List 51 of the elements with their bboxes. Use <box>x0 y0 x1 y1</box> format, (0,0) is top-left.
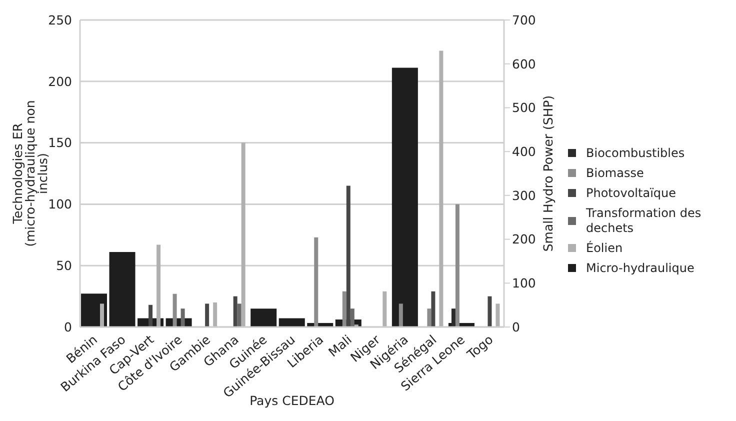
y2-axis-title: Small Hydro Power (SHP) <box>540 95 556 252</box>
bar <box>488 296 492 327</box>
bar <box>392 68 418 327</box>
bar <box>241 142 246 327</box>
bar <box>455 204 460 327</box>
bar <box>427 308 432 327</box>
bar <box>431 291 436 327</box>
y2-tick-label: 100 <box>512 276 536 291</box>
bar <box>250 308 277 327</box>
legend-label: Éolien <box>586 240 623 256</box>
y-tick-label: 150 <box>48 135 72 150</box>
y-axis-title: Technologies ER (micro-hydraulique non inclus) <box>10 100 50 247</box>
y2-tick-label: 400 <box>512 144 536 160</box>
legend-label: Transformation des dechets <box>586 206 702 236</box>
legend-label: Biocombustibles <box>586 146 685 160</box>
x-tick-label: Togo <box>463 332 496 362</box>
bar <box>172 294 177 327</box>
bar <box>148 304 153 327</box>
bar <box>156 244 161 327</box>
bar <box>278 318 305 327</box>
bar <box>205 304 210 327</box>
bar <box>451 308 456 327</box>
bar <box>109 252 136 327</box>
bar <box>382 291 387 327</box>
y-tick-label: 100 <box>48 196 72 212</box>
bar <box>213 302 218 327</box>
y-tick-label: 200 <box>48 74 72 89</box>
bar <box>350 308 354 327</box>
bar <box>180 308 185 327</box>
bar <box>496 304 500 327</box>
y2-tick-label: 0 <box>512 319 520 334</box>
legend-label: Photovoltaïque <box>586 186 676 200</box>
y-tick-label: 0 <box>64 319 72 334</box>
bar <box>314 237 318 327</box>
y2-tick-label: 200 <box>512 232 536 247</box>
bar <box>439 50 444 327</box>
y-tick-label: 250 <box>48 12 72 28</box>
bar <box>237 304 242 327</box>
y-tick-label: 50 <box>56 258 72 274</box>
legend-label: Biomasse <box>586 166 644 180</box>
y2-tick-label: 600 <box>512 56 536 72</box>
bar <box>346 186 350 327</box>
bar <box>398 304 403 327</box>
bar <box>233 296 238 327</box>
bar <box>342 291 346 327</box>
y2-tick-label: 500 <box>512 100 536 116</box>
legend-label: Micro-hydraulique <box>586 260 694 276</box>
y2-tick-label: 700 <box>512 12 536 28</box>
y2-tick-label: 300 <box>512 188 536 203</box>
bar <box>100 304 104 327</box>
x-axis-title: Pays CEDEAO <box>250 393 335 408</box>
